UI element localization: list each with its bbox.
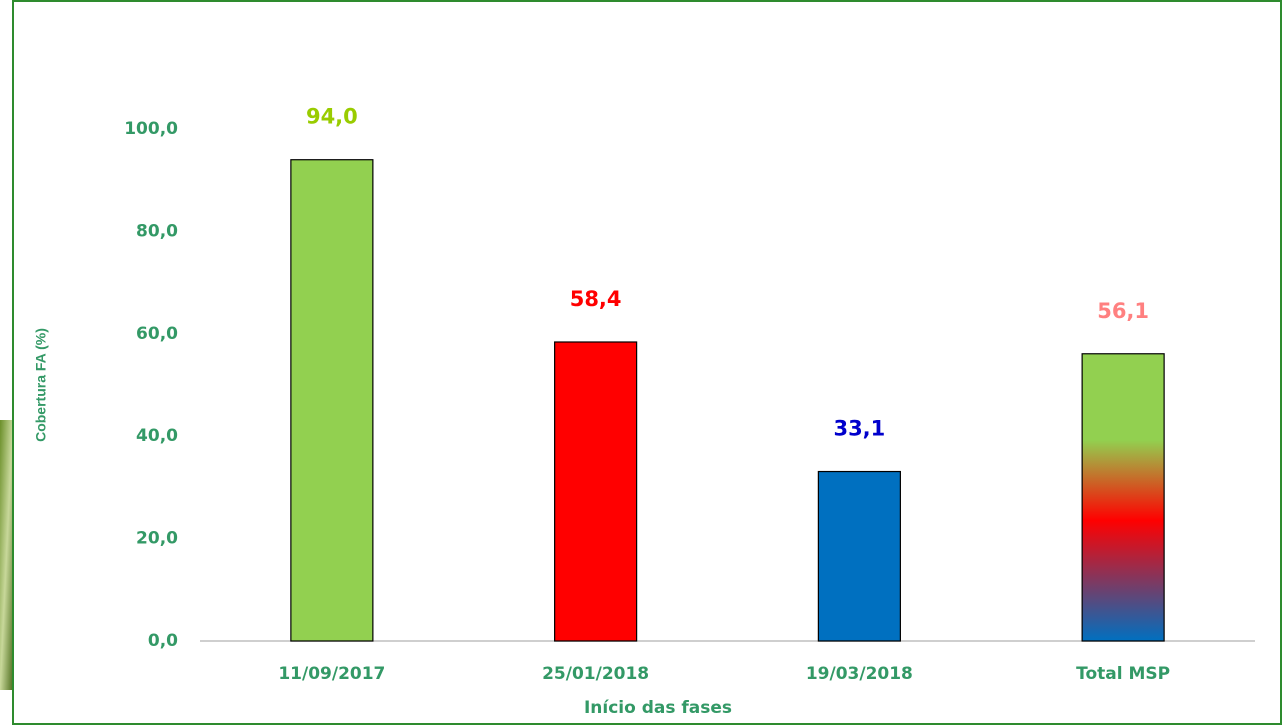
bar (818, 472, 900, 641)
value-label: 33,1 (833, 417, 885, 441)
y-tick-label: 20,0 (136, 529, 178, 549)
x-tick-label: Total MSP (1076, 664, 1170, 684)
y-tick-label: 100,0 (124, 119, 178, 139)
value-label: 58,4 (570, 287, 622, 311)
value-label: 56,1 (1097, 299, 1149, 323)
y-tick-label: 0,0 (148, 631, 178, 651)
y-tick-label: 80,0 (136, 221, 178, 241)
y-axis-title: Cobertura FA (%) (33, 328, 49, 442)
y-tick-label: 40,0 (136, 426, 178, 446)
bar (555, 342, 637, 641)
x-tick-label: 25/01/2018 (542, 664, 649, 684)
value-label: 94,0 (306, 105, 358, 129)
chart: Cobertura FA (%) Início das fases 0,0 20,… (0, 0, 1284, 726)
x-tick-label: 19/03/2018 (806, 664, 913, 684)
x-axis-title: Início das fases (584, 698, 732, 718)
bar (291, 160, 373, 641)
bar (1082, 354, 1164, 641)
x-tick-label: 11/09/2017 (278, 664, 385, 684)
side-image (0, 420, 13, 690)
y-tick-label: 60,0 (136, 324, 178, 344)
